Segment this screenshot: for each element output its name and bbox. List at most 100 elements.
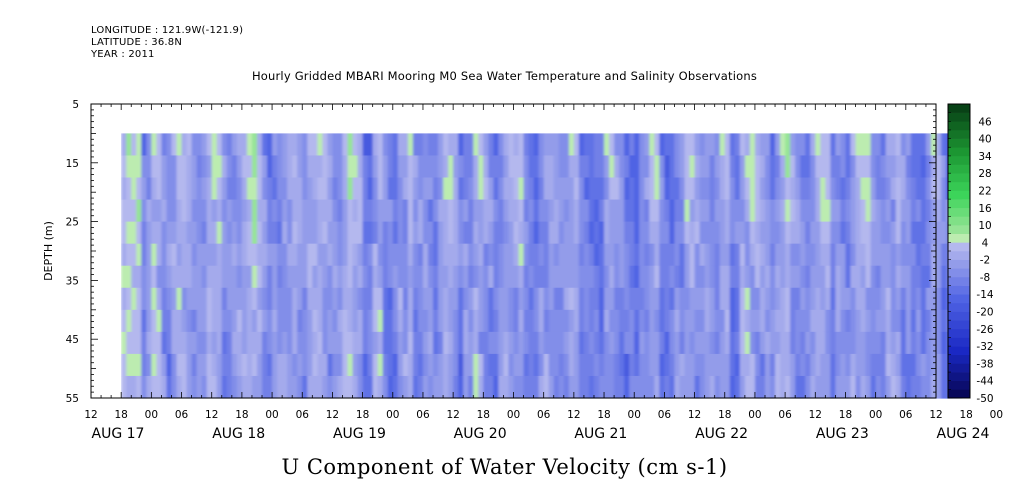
heatmap-cell bbox=[186, 199, 193, 223]
heatmap-cell bbox=[136, 331, 143, 355]
heatmap-cell bbox=[639, 177, 646, 201]
heatmap-cell bbox=[513, 221, 520, 245]
heatmap-cell bbox=[518, 265, 525, 289]
heatmap-cell bbox=[609, 243, 615, 267]
heatmap-cell bbox=[327, 287, 334, 311]
heatmap-cell bbox=[850, 265, 857, 289]
heatmap-cell bbox=[196, 375, 203, 399]
x-date-label: AUG 20 bbox=[454, 426, 507, 442]
heatmap-cell bbox=[805, 155, 812, 179]
heatmap-cell bbox=[433, 375, 439, 399]
heatmap-cell bbox=[684, 265, 691, 289]
chart-title: Hourly Gridded MBARI Mooring M0 Sea Wate… bbox=[251, 69, 758, 83]
heatmap-cell bbox=[136, 375, 143, 399]
heatmap-cell bbox=[453, 177, 460, 201]
heatmap-cell bbox=[930, 199, 937, 223]
heatmap-cell bbox=[810, 331, 817, 355]
heatmap-cell bbox=[241, 155, 248, 179]
heatmap-cell bbox=[478, 309, 485, 333]
heatmap-cell bbox=[759, 353, 766, 377]
heatmap-cell bbox=[669, 177, 676, 201]
heatmap-cell bbox=[649, 221, 656, 245]
heatmap-cell bbox=[674, 199, 681, 223]
heatmap-cell bbox=[639, 287, 646, 311]
heatmap-cell bbox=[805, 309, 812, 333]
heatmap-cell bbox=[915, 199, 922, 223]
heatmap-cell bbox=[427, 199, 434, 223]
heatmap-cell bbox=[362, 199, 369, 223]
heatmap-cell bbox=[624, 309, 631, 333]
heatmap-cell bbox=[604, 331, 610, 355]
heatmap-cell bbox=[835, 155, 842, 179]
heatmap-cell bbox=[664, 309, 671, 333]
heatmap-cell bbox=[528, 199, 535, 223]
heatmap-cell bbox=[578, 353, 585, 377]
heatmap-cell bbox=[382, 243, 389, 267]
heatmap-cell bbox=[669, 155, 676, 179]
heatmap-cell bbox=[196, 177, 203, 201]
heatmap-cell bbox=[900, 309, 907, 333]
heatmap-cell bbox=[905, 353, 912, 377]
heatmap-cell bbox=[845, 331, 852, 355]
heatmap-cell bbox=[372, 309, 379, 333]
heatmap-cell bbox=[422, 353, 429, 377]
heatmap-cell bbox=[905, 155, 912, 179]
heatmap-cell bbox=[563, 177, 570, 201]
heatmap-cell bbox=[820, 243, 827, 267]
heatmap-cell bbox=[251, 243, 258, 267]
heatmap-cell bbox=[714, 353, 721, 377]
heatmap-cell bbox=[292, 221, 299, 245]
heatmap-cell bbox=[161, 287, 168, 311]
heatmap-cell bbox=[473, 155, 480, 179]
heatmap-cell bbox=[327, 155, 334, 179]
heatmap-cell bbox=[915, 375, 922, 399]
heatmap-cell bbox=[669, 353, 676, 377]
heatmap-cell bbox=[689, 353, 696, 377]
heatmap-cell bbox=[277, 155, 284, 179]
heatmap-cell bbox=[397, 353, 404, 377]
heatmap-cell bbox=[764, 353, 771, 377]
heatmap-cell bbox=[181, 265, 188, 289]
heatmap-cell bbox=[790, 331, 797, 355]
heatmap-cell bbox=[518, 243, 525, 267]
heatmap-cell bbox=[443, 331, 450, 355]
heatmap-cell bbox=[679, 331, 686, 355]
heatmap-cell bbox=[236, 331, 243, 355]
x-hour-label: 18 bbox=[959, 409, 972, 421]
heatmap-cell bbox=[840, 155, 847, 179]
heatmap-cell bbox=[558, 265, 565, 289]
heatmap-cell bbox=[262, 309, 268, 333]
heatmap-cell bbox=[131, 331, 138, 355]
heatmap-cell bbox=[317, 155, 324, 179]
heatmap-cell bbox=[664, 353, 671, 377]
heatmap-cell bbox=[282, 221, 289, 245]
heatmap-cell bbox=[176, 177, 183, 201]
heatmap-cell bbox=[558, 199, 565, 223]
heatmap-cell bbox=[654, 309, 661, 333]
heatmap-cell bbox=[936, 331, 942, 355]
latitude-label: LATITUDE : 36.8N bbox=[91, 37, 183, 48]
colorbar-level bbox=[948, 346, 970, 356]
heatmap-cell bbox=[443, 287, 450, 311]
heatmap-cell bbox=[644, 199, 651, 223]
heatmap-cell bbox=[478, 331, 485, 355]
heatmap-cell bbox=[181, 177, 188, 201]
heatmap-cell bbox=[729, 133, 736, 157]
heatmap-cell bbox=[583, 199, 590, 223]
heatmap-cell bbox=[513, 155, 520, 179]
heatmap-cell bbox=[453, 155, 460, 179]
heatmap-cell bbox=[900, 331, 907, 355]
heatmap-cell bbox=[810, 287, 817, 311]
heatmap-cell bbox=[483, 177, 490, 201]
heatmap-cell bbox=[443, 353, 450, 377]
heatmap-cell bbox=[307, 199, 314, 223]
heatmap-cell bbox=[865, 155, 872, 179]
heatmap-cell bbox=[302, 265, 309, 289]
heatmap-cell bbox=[221, 309, 228, 333]
heatmap-cell bbox=[619, 221, 626, 245]
heatmap-cell bbox=[146, 243, 153, 267]
heatmap-cell bbox=[508, 133, 515, 157]
heatmap-cell bbox=[402, 199, 409, 223]
heatmap-cell bbox=[593, 375, 600, 399]
heatmap-cell bbox=[272, 221, 278, 245]
